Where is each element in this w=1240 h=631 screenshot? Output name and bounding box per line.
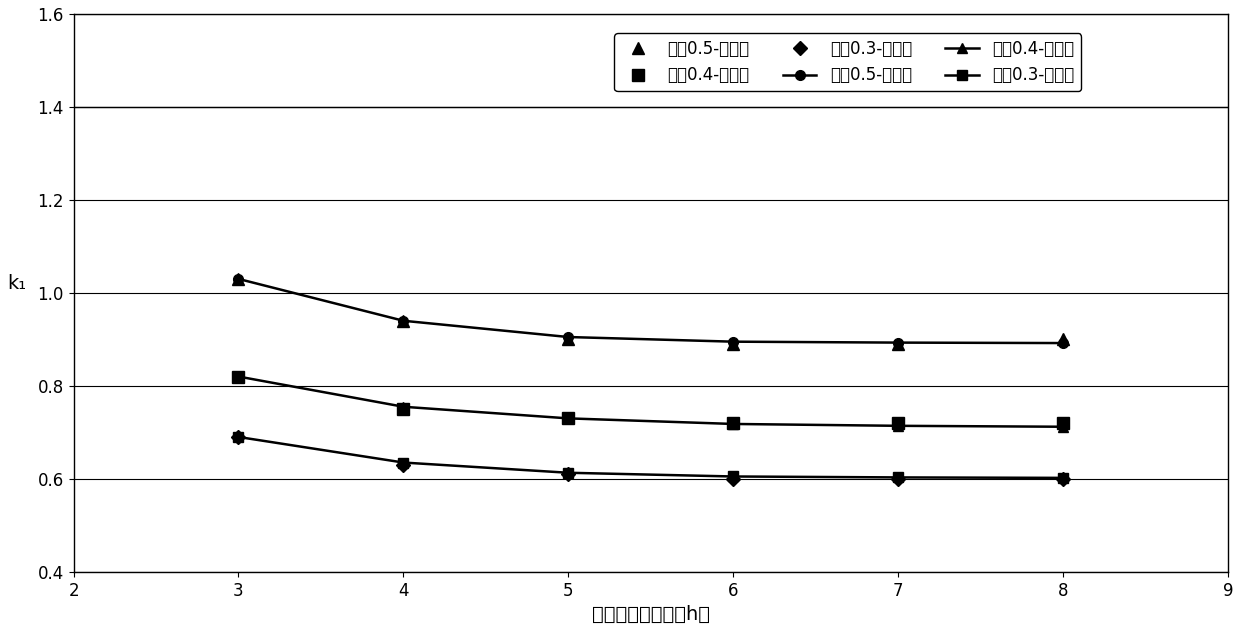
层厚0.4-计算值 <box>725 419 740 427</box>
层厚0.5-拟合值 <box>725 338 740 345</box>
层厚0.4-拟合值 <box>396 403 410 411</box>
层厚0.4-拟合值 <box>231 373 246 380</box>
层厚0.3-计算值 <box>1055 475 1070 483</box>
层厚0.5-计算值 <box>725 340 740 348</box>
层厚0.5-拟合值 <box>890 339 905 346</box>
层厚0.5-拟合值 <box>560 333 575 341</box>
Line: 层厚0.3-计算值: 层厚0.3-计算值 <box>233 432 1068 484</box>
层厚0.4-拟合值 <box>725 420 740 428</box>
层厚0.3-计算值 <box>725 475 740 483</box>
层厚0.3-拟合值 <box>396 459 410 466</box>
层厚0.5-计算值 <box>396 317 410 324</box>
层厚0.4-拟合值 <box>560 415 575 422</box>
层厚0.4-计算值 <box>396 405 410 413</box>
Line: 层厚0.3-拟合值: 层厚0.3-拟合值 <box>233 432 1068 483</box>
层厚0.3-计算值 <box>231 433 246 441</box>
层厚0.5-计算值 <box>1055 336 1070 343</box>
层厚0.3-拟合值 <box>725 473 740 480</box>
层厚0.4-计算值 <box>231 373 246 380</box>
层厚0.3-拟合值 <box>560 469 575 476</box>
层厚0.4-计算值 <box>1055 419 1070 427</box>
Line: 层厚0.5-拟合值: 层厚0.5-拟合值 <box>233 274 1068 348</box>
层厚0.3-拟合值 <box>231 433 246 441</box>
层厚0.3-计算值 <box>890 475 905 483</box>
层厚0.5-拟合值 <box>1055 339 1070 347</box>
Line: 层厚0.5-计算值: 层厚0.5-计算值 <box>233 273 1069 350</box>
层厚0.3-计算值 <box>560 470 575 478</box>
层厚0.5-计算值 <box>560 336 575 343</box>
层厚0.4-计算值 <box>890 419 905 427</box>
Y-axis label: k₁: k₁ <box>7 274 26 293</box>
层厚0.3-计算值 <box>396 461 410 469</box>
层厚0.5-计算值 <box>890 340 905 348</box>
Line: 层厚0.4-拟合值: 层厚0.4-拟合值 <box>233 372 1068 432</box>
层厚0.3-拟合值 <box>890 474 905 481</box>
层厚0.4-拟合值 <box>1055 423 1070 430</box>
X-axis label: 铺筑层间歇时间（h）: 铺筑层间歇时间（h） <box>591 605 709 624</box>
Line: 层厚0.4-计算值: 层厚0.4-计算值 <box>233 371 1069 428</box>
Legend: 层厚0.5-计算值, 层厚0.4-计算值, 层厚0.3-计算值, 层厚0.5-拟合值, 层厚0.4-拟合值, 层厚0.3-拟合值: 层厚0.5-计算值, 层厚0.4-计算值, 层厚0.3-计算值, 层厚0.5-拟… <box>614 33 1081 91</box>
层厚0.4-拟合值 <box>890 422 905 430</box>
层厚0.5-拟合值 <box>231 275 246 283</box>
层厚0.5-计算值 <box>231 275 246 283</box>
层厚0.5-拟合值 <box>396 317 410 324</box>
层厚0.4-计算值 <box>560 415 575 422</box>
层厚0.3-拟合值 <box>1055 474 1070 481</box>
